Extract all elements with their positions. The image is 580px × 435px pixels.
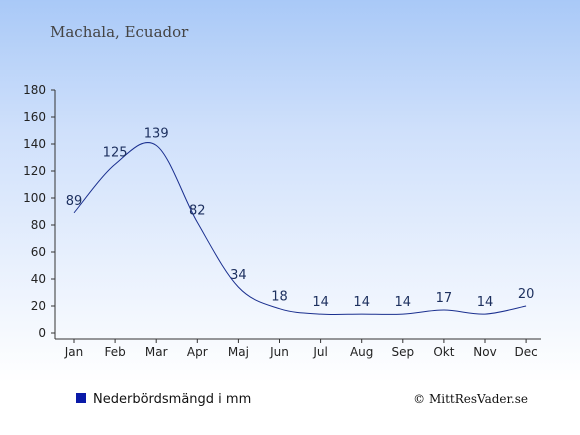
data-label: 82 xyxy=(189,203,206,218)
legend-label: Nederbördsmängd i mm xyxy=(93,392,251,407)
y-tick-label: 20 xyxy=(31,299,46,313)
axes xyxy=(54,90,541,340)
x-tick-label: Jul xyxy=(312,345,327,359)
x-tick-label: Apr xyxy=(187,345,208,359)
y-tick-label: 140 xyxy=(23,137,46,151)
x-tick-label: Jan xyxy=(64,345,84,359)
precipitation-line xyxy=(73,142,527,315)
y-tick-label: 120 xyxy=(23,164,46,178)
y-tick-label: 180 xyxy=(23,83,46,97)
credit-text: © MittResVader.se xyxy=(413,392,528,406)
x-tick-label: Feb xyxy=(104,345,125,359)
data-label: 14 xyxy=(312,295,329,310)
y-tick-label: 80 xyxy=(31,218,46,232)
data-label: 18 xyxy=(271,290,288,305)
data-labels: 89 125 139 82 34 18 14 14 14 17 14 20 xyxy=(66,126,535,310)
data-label: 139 xyxy=(144,126,169,141)
x-tick-label: Maj xyxy=(228,345,249,359)
data-label: 89 xyxy=(66,194,83,209)
x-tick-label: Mar xyxy=(145,345,168,359)
x-axis-ticks: Jan Feb Mar Apr Maj Jun Jul Aug Sep Okt Nov Dec xyxy=(64,339,538,359)
x-tick-label: Jun xyxy=(269,345,289,359)
y-tick-label: 60 xyxy=(31,245,46,259)
chart-title: Machala, Ecuador xyxy=(50,23,189,41)
x-tick-label: Nov xyxy=(473,345,496,359)
x-tick-label: Sep xyxy=(391,345,414,359)
data-label: 14 xyxy=(353,295,370,310)
y-tick-label: 40 xyxy=(31,272,46,286)
data-label: 14 xyxy=(477,295,494,310)
legend-swatch xyxy=(76,393,86,403)
y-tick-label: 160 xyxy=(23,110,46,124)
y-tick-label: 100 xyxy=(23,191,46,205)
legend: Nederbördsmängd i mm xyxy=(76,392,251,407)
y-axis-ticks: 0 20 40 60 80 100 120 140 160 180 xyxy=(23,83,55,340)
data-label: 34 xyxy=(230,268,247,283)
data-label: 125 xyxy=(103,145,128,160)
x-tick-label: Dec xyxy=(514,345,537,359)
data-label: 14 xyxy=(395,295,412,310)
x-tick-label: Aug xyxy=(350,345,373,359)
y-tick-label: 0 xyxy=(38,326,46,340)
data-label: 20 xyxy=(518,287,535,302)
data-label: 17 xyxy=(436,291,453,306)
x-tick-label: Okt xyxy=(433,345,454,359)
